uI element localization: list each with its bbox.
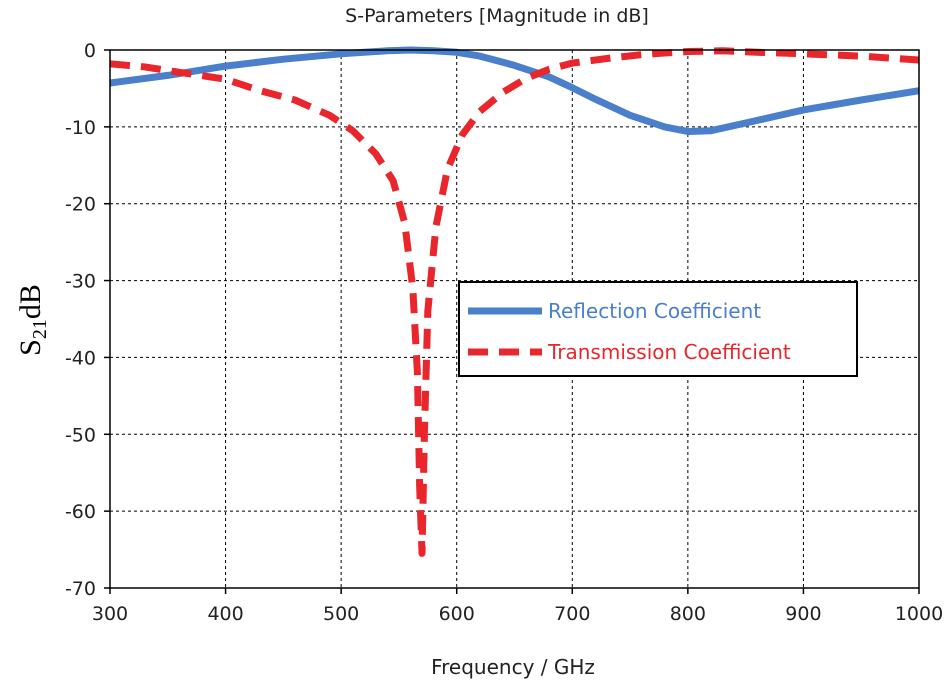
y-tick-label: -70 (65, 578, 96, 600)
y-axis-label-unit: dB (14, 284, 47, 319)
x-tick-label: 600 (439, 603, 475, 625)
x-axis-label: Frequency / GHz (431, 655, 595, 679)
y-tick-label: -60 (65, 501, 96, 523)
chart-title: S-Parameters [Magnitude in dB] (345, 5, 649, 27)
grid (110, 50, 919, 588)
legend-label-reflection: Reflection Coefficient (548, 299, 761, 323)
x-tick-label: 400 (207, 603, 243, 625)
x-tick-label: 900 (785, 603, 821, 625)
y-axis-label: S21dB (14, 284, 51, 356)
y-tick-label: 0 (84, 40, 96, 62)
x-tick-label: 500 (323, 603, 359, 625)
series-line-transmission (110, 47, 919, 557)
y-axis-label-sub: 21 (29, 319, 51, 339)
x-tick-label: 300 (92, 603, 128, 625)
x-tick-label: 700 (554, 603, 590, 625)
x-tick-label: 1000 (895, 603, 943, 625)
y-tick-label: -10 (65, 117, 96, 139)
axis-ticks: 300 400 500 600 700 800 900 1000 0 -10 -20 -30 -40 -5… (65, 40, 943, 625)
legend: Reflection Coefficient Transmission Coef… (458, 281, 858, 377)
y-tick-label: -50 (65, 424, 96, 446)
legend-label-transmission: Transmission Coefficient (547, 340, 791, 364)
y-axis-label-main: S (14, 339, 47, 356)
y-tick-label: -30 (65, 271, 96, 293)
legend-box (458, 281, 858, 377)
plot-frame (109, 49, 920, 589)
x-tick-label: 800 (670, 603, 706, 625)
series-layer (110, 46, 919, 557)
series-line-reflection (110, 46, 919, 135)
y-tick-label: -40 (65, 347, 96, 369)
y-tick-label: -20 (65, 194, 96, 216)
